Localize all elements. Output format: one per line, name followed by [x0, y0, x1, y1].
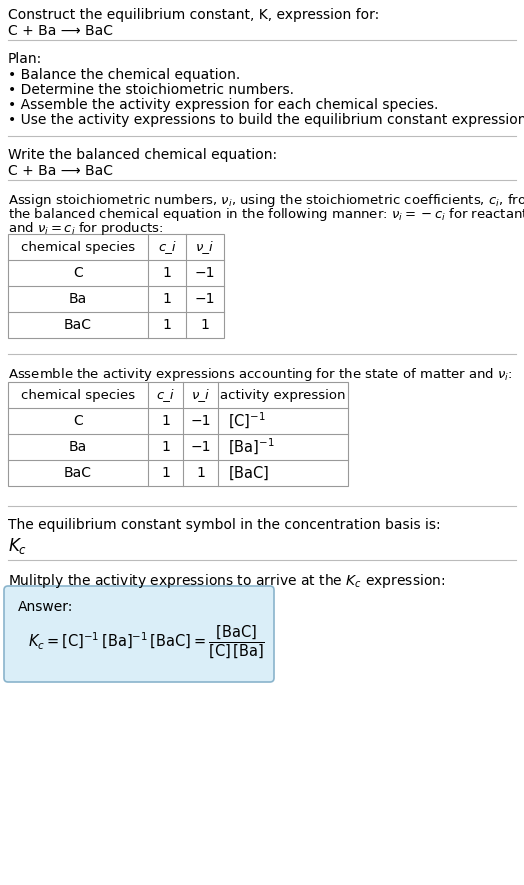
Text: −1: −1: [195, 292, 215, 306]
Text: C: C: [73, 266, 83, 280]
Text: 1: 1: [162, 318, 171, 332]
Text: Mulitply the activity expressions to arrive at the $K_c$ expression:: Mulitply the activity expressions to arr…: [8, 572, 445, 590]
Text: $[\mathrm{BaC}]$: $[\mathrm{BaC}]$: [228, 465, 269, 481]
Text: and $\nu_i = c_i$ for products:: and $\nu_i = c_i$ for products:: [8, 220, 163, 237]
Text: 1: 1: [201, 318, 210, 332]
Text: $K_c$: $K_c$: [8, 536, 27, 556]
Text: chemical species: chemical species: [21, 241, 135, 253]
Text: C + Ba ⟶ BaC: C + Ba ⟶ BaC: [8, 164, 113, 178]
Text: Ba: Ba: [69, 440, 87, 454]
Text: $[\mathrm{Ba}]^{-1}$: $[\mathrm{Ba}]^{-1}$: [228, 437, 275, 457]
Text: 1: 1: [162, 266, 171, 280]
Bar: [8, 382, 348, 486]
Text: $K_c = [\mathrm{C}]^{-1}\,[\mathrm{Ba}]^{-1}\,[\mathrm{BaC}] = \dfrac{[\mathrm{B: $K_c = [\mathrm{C}]^{-1}\,[\mathrm{Ba}]^…: [28, 624, 265, 660]
Text: Assemble the activity expressions accounting for the state of matter and $\nu_i$: Assemble the activity expressions accoun…: [8, 366, 512, 383]
Text: Write the balanced chemical equation:: Write the balanced chemical equation:: [8, 148, 277, 162]
Text: • Balance the chemical equation.: • Balance the chemical equation.: [8, 68, 240, 82]
Text: activity expression: activity expression: [220, 389, 346, 402]
Text: C + Ba ⟶ BaC: C + Ba ⟶ BaC: [8, 24, 113, 38]
Text: BaC: BaC: [64, 318, 92, 332]
Text: • Determine the stoichiometric numbers.: • Determine the stoichiometric numbers.: [8, 83, 294, 97]
Text: −1: −1: [190, 440, 211, 454]
Text: • Assemble the activity expression for each chemical species.: • Assemble the activity expression for e…: [8, 98, 439, 112]
Text: • Use the activity expressions to build the equilibrium constant expression.: • Use the activity expressions to build …: [8, 113, 524, 127]
Text: −1: −1: [190, 414, 211, 428]
Text: $[\mathrm{C}]^{-1}$: $[\mathrm{C}]^{-1}$: [228, 411, 266, 431]
FancyBboxPatch shape: [4, 586, 274, 682]
Text: C: C: [73, 414, 83, 428]
Text: Answer:: Answer:: [18, 600, 73, 614]
Bar: [8, 234, 224, 338]
Text: c_i: c_i: [158, 241, 176, 253]
Text: 1: 1: [161, 414, 170, 428]
Text: ν_i: ν_i: [192, 389, 209, 402]
Text: BaC: BaC: [64, 466, 92, 480]
Text: The equilibrium constant symbol in the concentration basis is:: The equilibrium constant symbol in the c…: [8, 518, 441, 532]
Text: 1: 1: [161, 466, 170, 480]
Text: c_i: c_i: [157, 389, 174, 402]
Text: 1: 1: [196, 466, 205, 480]
Text: Construct the equilibrium constant, K, expression for:: Construct the equilibrium constant, K, e…: [8, 8, 379, 22]
Text: chemical species: chemical species: [21, 389, 135, 402]
Text: −1: −1: [195, 266, 215, 280]
Text: 1: 1: [162, 292, 171, 306]
Text: Plan:: Plan:: [8, 52, 42, 66]
Text: Assign stoichiometric numbers, $\nu_i$, using the stoichiometric coefficients, $: Assign stoichiometric numbers, $\nu_i$, …: [8, 192, 524, 209]
Text: Ba: Ba: [69, 292, 87, 306]
Text: 1: 1: [161, 440, 170, 454]
Text: ν_i: ν_i: [196, 241, 214, 253]
Text: the balanced chemical equation in the following manner: $\nu_i = -c_i$ for react: the balanced chemical equation in the fo…: [8, 206, 524, 223]
